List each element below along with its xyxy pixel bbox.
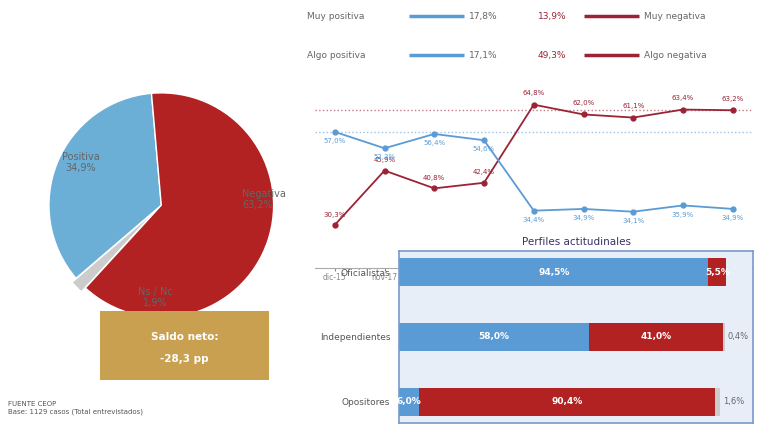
Text: 34,9%: 34,9% (572, 215, 594, 221)
Text: 17,1%: 17,1% (468, 51, 497, 60)
Text: 62,0%: 62,0% (572, 100, 594, 106)
Text: 94,5%: 94,5% (538, 267, 570, 276)
Wedge shape (85, 93, 273, 318)
Text: Negativa
63,2%: Negativa 63,2% (242, 189, 286, 210)
Text: Muy positiva: Muy positiva (307, 12, 365, 21)
Text: 57,0%: 57,0% (323, 138, 346, 144)
Text: 63,2%: 63,2% (722, 95, 744, 102)
Text: 34,4%: 34,4% (523, 217, 545, 223)
Text: FUENTE CEOP
Base: 1129 casos (Total entrevistados): FUENTE CEOP Base: 1129 casos (Total entr… (8, 401, 143, 415)
Text: 40,8%: 40,8% (423, 175, 445, 181)
Text: Ns / Nc
1,9%: Ns / Nc 1,9% (138, 286, 173, 308)
Wedge shape (72, 209, 157, 292)
Text: 90,4%: 90,4% (551, 397, 582, 407)
Bar (419, 388, 715, 416)
Text: 1,6%: 1,6% (723, 397, 744, 407)
Text: 63,4%: 63,4% (672, 95, 694, 101)
Wedge shape (49, 93, 161, 278)
Text: 6,0%: 6,0% (397, 397, 422, 407)
Text: 17,8%: 17,8% (468, 12, 497, 21)
Bar (399, 323, 589, 351)
Text: 58,0%: 58,0% (478, 333, 510, 341)
Text: 0,4%: 0,4% (728, 333, 749, 341)
Bar (399, 258, 708, 286)
Text: 34,9%: 34,9% (722, 215, 744, 221)
Text: 52,3%: 52,3% (373, 154, 396, 160)
Text: -28,3 pp: -28,3 pp (160, 354, 209, 365)
Text: Algo positiva: Algo positiva (307, 51, 366, 60)
Bar (399, 388, 419, 416)
Text: 34,1%: 34,1% (622, 218, 644, 224)
Text: 42,4%: 42,4% (473, 169, 495, 175)
Text: 61,1%: 61,1% (622, 103, 644, 109)
Text: 45,9%: 45,9% (373, 157, 396, 163)
Text: 54,6%: 54,6% (473, 146, 495, 152)
Text: 5,5%: 5,5% (705, 267, 730, 276)
Text: Positiva
34,9%: Positiva 34,9% (61, 152, 99, 173)
Text: 41,0%: 41,0% (641, 333, 672, 341)
Text: 49,3%: 49,3% (538, 51, 566, 60)
Bar (708, 258, 727, 286)
Text: 35,9%: 35,9% (672, 212, 694, 218)
Text: 64,8%: 64,8% (523, 90, 545, 96)
Title: Perfiles actitudinales: Perfiles actitudinales (521, 237, 631, 247)
Text: Algo negativa: Algo negativa (644, 51, 707, 60)
Text: Muy negativa: Muy negativa (644, 12, 705, 21)
Bar (723, 323, 724, 351)
Text: Saldo neto:: Saldo neto: (151, 332, 218, 342)
Text: 30,3%: 30,3% (323, 212, 346, 218)
Bar (715, 388, 720, 416)
FancyBboxPatch shape (93, 310, 276, 381)
Bar (589, 323, 723, 351)
Text: 56,4%: 56,4% (423, 140, 445, 146)
Text: 13,9%: 13,9% (538, 12, 566, 21)
